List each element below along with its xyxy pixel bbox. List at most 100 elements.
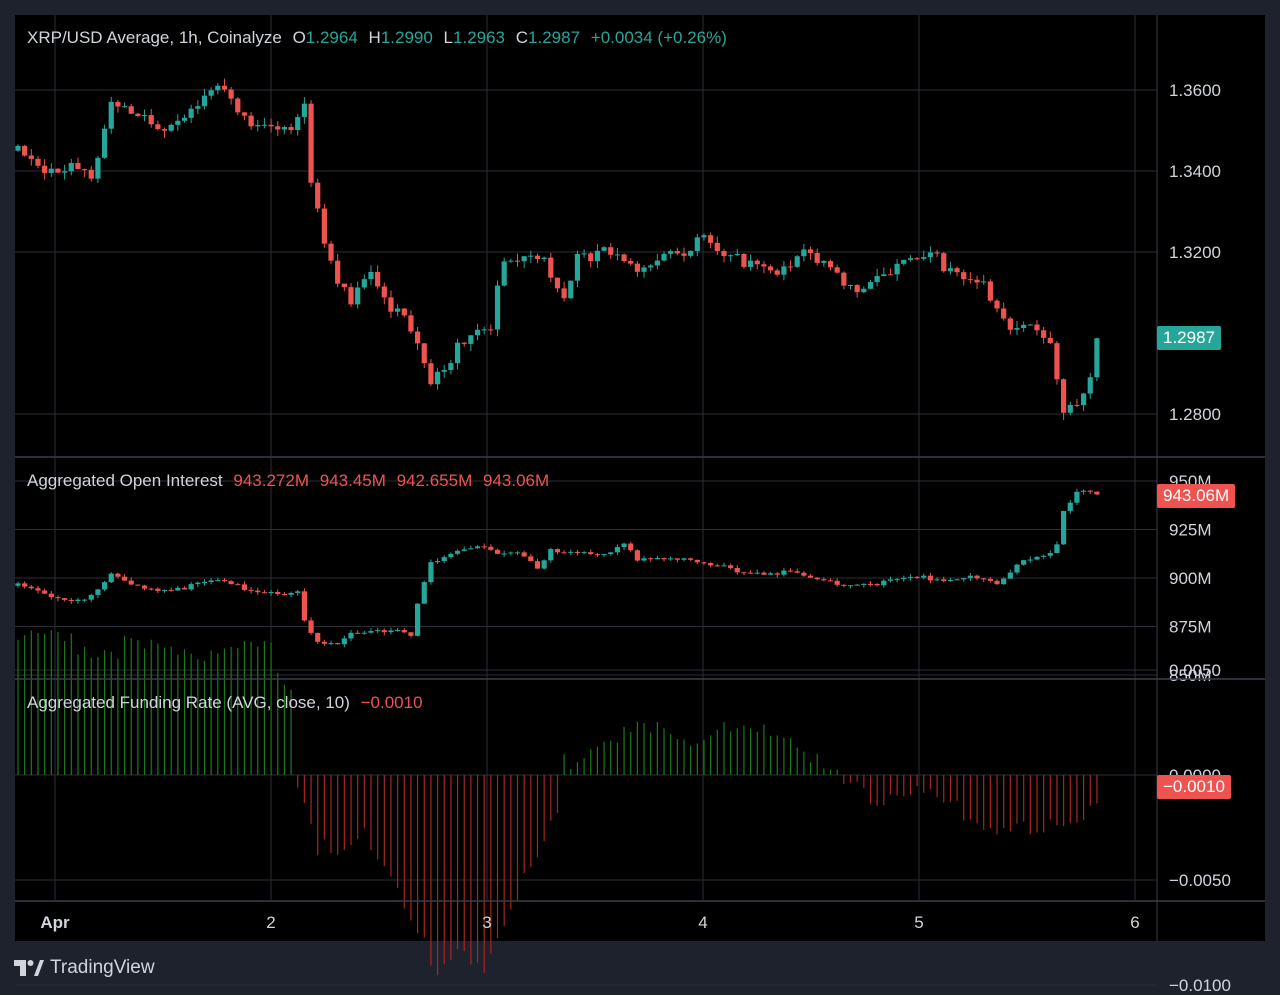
oi-candle[interactable] [355,632,361,634]
price-candle[interactable] [681,253,687,256]
price-candle[interactable] [22,145,28,156]
oi-candle[interactable] [654,558,660,560]
price-candle[interactable] [288,127,294,130]
price-candle[interactable] [88,169,94,179]
price-candle[interactable] [408,315,414,332]
price-candle[interactable] [335,260,341,284]
price-candle[interactable] [614,254,620,256]
oi-candle[interactable] [55,597,61,599]
price-candle[interactable] [688,250,694,256]
oi-candle[interactable] [35,588,41,591]
price-candle[interactable] [927,252,934,258]
oi-candle[interactable] [694,559,700,563]
oi-candle[interactable] [1047,553,1053,556]
price-candle[interactable] [701,235,707,238]
price-candle[interactable] [781,266,787,275]
oi-candle[interactable] [121,576,128,581]
price-candle[interactable] [514,260,521,262]
price-candle[interactable] [1061,379,1067,413]
price-candle[interactable] [841,272,847,286]
price-candle[interactable] [361,279,367,288]
oi-candle[interactable] [441,557,447,562]
oi-candle[interactable] [1087,490,1093,492]
price-candle[interactable] [608,247,614,255]
oi-candle[interactable] [954,579,960,581]
oi-candle[interactable] [927,575,934,581]
oi-candle[interactable] [814,577,820,580]
price-candle[interactable] [741,253,747,267]
price-candle[interactable] [481,329,487,331]
oi-candle[interactable] [248,589,254,591]
price-candle[interactable] [534,255,541,259]
price-candle[interactable] [1034,324,1040,331]
oi-candle[interactable] [521,552,527,557]
price-candle[interactable] [368,271,374,280]
oi-candle[interactable] [734,567,740,573]
price-candle[interactable] [468,335,474,344]
oi-candle[interactable] [574,551,581,554]
price-candle[interactable] [108,101,114,129]
oi-candle[interactable] [701,562,707,564]
oi-candle[interactable] [321,641,327,644]
oi-candle[interactable] [561,552,567,554]
price-candle[interactable] [874,276,880,283]
oi-candle[interactable] [748,572,754,574]
price-candle[interactable] [1054,343,1060,380]
oi-candle[interactable] [807,575,814,578]
oi-candle[interactable] [135,584,141,586]
oi-candle[interactable] [867,583,874,585]
price-candle[interactable] [967,279,973,281]
oi-candle[interactable] [721,565,727,567]
price-candle[interactable] [261,124,268,126]
oi-candle[interactable] [95,589,101,595]
oi-candle[interactable] [281,594,287,596]
oi-candle[interactable] [415,603,421,636]
price-candle[interactable] [375,271,381,287]
price-candle[interactable] [987,281,993,301]
oi-candle[interactable] [907,576,914,578]
oi-candle[interactable] [301,591,307,621]
price-candle[interactable] [241,112,248,116]
price-candle[interactable] [807,249,814,254]
price-candle[interactable] [941,253,947,272]
oi-candle[interactable] [708,563,714,566]
price-candle[interactable] [321,208,327,244]
price-candle[interactable] [594,250,601,262]
oi-candle[interactable] [608,552,614,555]
oi-candle[interactable] [568,551,574,553]
oi-candle[interactable] [1021,560,1027,565]
oi-candle[interactable] [827,580,834,582]
oi-candle[interactable] [101,582,108,590]
price-candle[interactable] [401,308,407,316]
price-candle[interactable] [121,106,128,108]
price-candle[interactable] [1074,404,1080,406]
price-candle[interactable] [674,251,680,254]
price-candle[interactable] [101,128,108,158]
price-candle[interactable] [55,168,61,173]
oi-candle[interactable] [221,580,228,582]
price-candle[interactable] [454,342,461,364]
oi-candle[interactable] [215,580,221,582]
price-candle[interactable] [867,282,874,289]
oi-candle[interactable] [155,588,161,591]
price-candle[interactable] [281,127,287,130]
oi-candle[interactable] [528,556,534,562]
price-candle[interactable] [981,281,987,283]
oi-candle[interactable] [28,586,34,589]
oi-candle[interactable] [115,573,121,577]
oi-candle[interactable] [554,549,561,553]
price-candle[interactable] [1094,338,1100,378]
oi-candle[interactable] [48,593,54,598]
price-candle[interactable] [175,120,181,125]
oi-candle[interactable] [128,580,134,585]
price-candle[interactable] [1047,337,1053,344]
price-candle[interactable] [75,162,81,170]
oi-candle[interactable] [801,572,807,576]
price-candle[interactable] [228,89,234,99]
price-candle[interactable] [994,300,1000,309]
oi-candle[interactable] [661,558,667,560]
price-candle[interactable] [42,165,48,173]
oi-candle[interactable] [488,546,494,550]
price-candle[interactable] [601,247,607,251]
price-candle[interactable] [1021,324,1027,329]
